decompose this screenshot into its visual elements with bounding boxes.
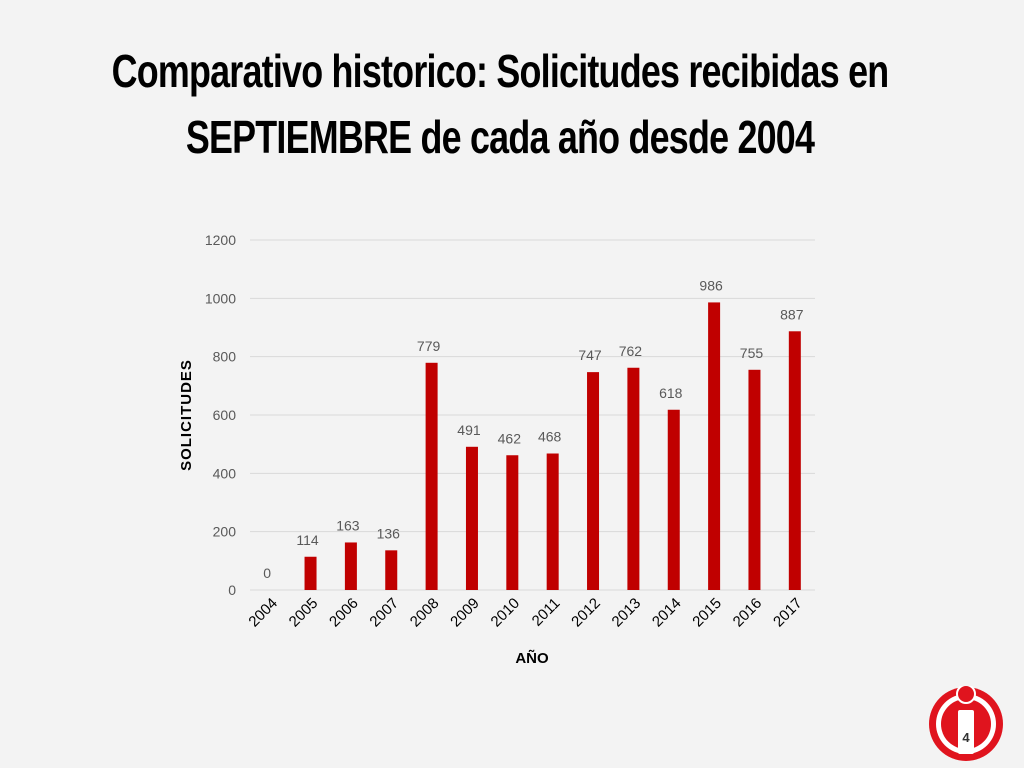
data-label: 887 — [780, 306, 804, 322]
y-tick-label: 800 — [213, 349, 237, 365]
x-tick-label: 2016 — [730, 595, 766, 631]
x-tick-label: 2010 — [488, 595, 524, 631]
data-label: 618 — [659, 385, 683, 401]
info-i-icon — [929, 686, 1003, 761]
bar — [344, 542, 357, 590]
y-tick-label: 0 — [228, 582, 236, 598]
y-axis-ticks: 0 200 400 600 800 1000 1200 — [205, 232, 236, 598]
bar — [708, 302, 721, 590]
data-label: 491 — [457, 422, 481, 438]
x-tick-label: 2012 — [568, 595, 604, 631]
x-tick-label: 2005 — [286, 595, 322, 631]
bar — [587, 372, 600, 590]
data-label: 136 — [377, 525, 401, 541]
y-tick-label: 1000 — [205, 290, 236, 306]
data-label: 747 — [578, 347, 602, 363]
x-tick-label: 2009 — [447, 595, 483, 631]
slide-title-line-2: SEPTIEMBRE de cada año desde 2004 — [185, 111, 815, 163]
x-tick-label: 2007 — [366, 595, 402, 631]
x-tick-label: 2004 — [245, 595, 281, 631]
y-tick-label: 600 — [213, 407, 237, 423]
bar — [425, 362, 438, 590]
x-tick-label: 2015 — [689, 595, 725, 631]
bar — [748, 369, 761, 590]
x-tick-label: 2011 — [529, 595, 564, 630]
logo-i-stem — [958, 710, 974, 754]
data-label: 762 — [619, 343, 643, 359]
bar — [627, 367, 640, 590]
logo-i-dot — [956, 686, 976, 704]
slide-title-line-1: Comparativo historico: Solicitudes recib… — [111, 45, 890, 97]
bar — [667, 409, 680, 590]
data-labels: 0 114 163 136 779 491 462 468 747 762 618 986 755 887 — [263, 277, 803, 581]
data-label: 779 — [417, 338, 441, 354]
page-number: 4 — [962, 730, 970, 745]
bar — [385, 550, 398, 590]
bar — [304, 556, 317, 590]
data-label: 755 — [740, 345, 764, 361]
y-tick-label: 1200 — [205, 232, 236, 248]
data-label: 114 — [296, 532, 319, 548]
x-tick-label: 2017 — [770, 595, 806, 631]
y-tick-label: 200 — [213, 524, 237, 540]
x-tick-label: 2014 — [649, 595, 685, 631]
x-axis-title: AÑO — [515, 649, 549, 667]
data-label: 468 — [538, 429, 562, 445]
slide-title: Comparativo historico: Solicitudes recib… — [110, 38, 890, 170]
bar — [506, 455, 519, 590]
info-logo: 4 — [929, 686, 1003, 761]
data-label: 163 — [336, 517, 360, 533]
x-tick-label: 2013 — [609, 595, 645, 631]
bar — [546, 453, 559, 590]
x-tick-label: 2006 — [326, 595, 362, 631]
x-tick-label: 2008 — [407, 595, 443, 631]
bars — [304, 302, 801, 590]
x-axis-ticks: 2004 2005 2006 2007 2008 2009 2010 2011 2012 2013… — [245, 595, 805, 631]
data-label: 462 — [498, 430, 522, 446]
bar — [788, 331, 801, 590]
y-axis-title: SOLICITUDES — [178, 359, 195, 471]
gridlines — [250, 239, 815, 591]
bar — [465, 446, 478, 590]
data-label: 0 — [263, 565, 271, 581]
data-label: 986 — [699, 277, 723, 293]
y-tick-label: 400 — [213, 465, 237, 481]
